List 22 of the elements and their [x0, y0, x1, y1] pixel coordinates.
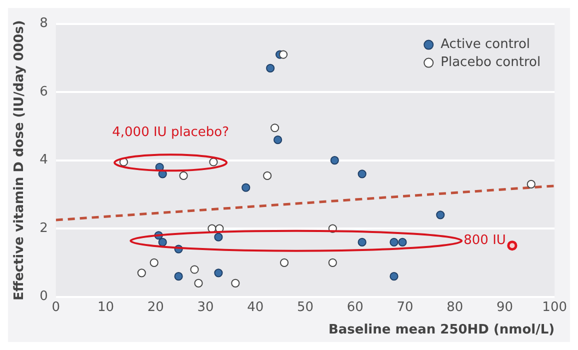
y-axis-title: Effective vitamin D dose (IU/day 000s) [12, 20, 28, 300]
legend-label: Placebo control [440, 55, 541, 70]
y-tick-label: 4 [40, 152, 48, 168]
x-tick-label: 100 [542, 300, 568, 315]
x-axis-title: Baseline mean 250HD (nmol/L) [328, 322, 555, 338]
x-tick-label: 20 [147, 300, 164, 315]
x-tick-label: 70 [396, 300, 414, 315]
y-tick-label: 6 [40, 84, 48, 100]
x-tick-label: 30 [197, 300, 214, 315]
x-tick-label: 80 [446, 300, 464, 315]
x-tick-label: 90 [496, 300, 513, 315]
x-tick-label: 40 [247, 300, 264, 315]
x-tick-label: 10 [97, 300, 114, 315]
y-tick-label: 8 [40, 16, 48, 32]
annotation: 4,000 IU placebo? [112, 125, 230, 140]
x-tick-label: 50 [296, 300, 314, 315]
x-tick-label: 60 [346, 300, 364, 315]
x-tick-label: 0 [52, 300, 60, 315]
legend-label: Active control [440, 37, 530, 52]
annotation: 800 IU [464, 233, 506, 248]
y-tick-label: 0 [40, 289, 48, 304]
y-tick-label: 2 [40, 220, 48, 236]
